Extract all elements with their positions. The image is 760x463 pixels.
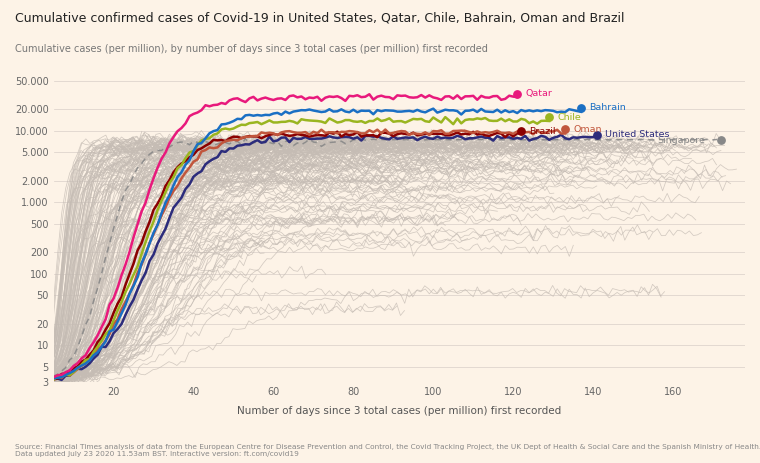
Point [591, 131, 603, 138]
Point [543, 113, 556, 121]
Point [515, 128, 527, 135]
Text: Qatar: Qatar [525, 89, 552, 98]
Text: Oman: Oman [573, 125, 602, 134]
Text: Singapore: Singapore [657, 136, 705, 145]
Text: Cumulative confirmed cases of Covid-19 in United States, Qatar, Chile, Bahrain, : Cumulative confirmed cases of Covid-19 i… [15, 12, 625, 25]
Text: Bahrain: Bahrain [589, 103, 626, 112]
Text: Chile: Chile [557, 113, 581, 122]
Point [511, 90, 524, 97]
Point [715, 136, 727, 144]
X-axis label: Number of days since 3 total cases (per million) first recorded: Number of days since 3 total cases (per … [237, 406, 562, 416]
Text: United States: United States [605, 130, 670, 139]
Text: Source: Financial Times analysis of data from the European Centre for Disease Pr: Source: Financial Times analysis of data… [15, 444, 760, 457]
Text: Brazil: Brazil [529, 127, 556, 136]
Point [559, 125, 572, 133]
Text: Cumulative cases (per million), by number of days since 3 total cases (per milli: Cumulative cases (per million), by numbe… [15, 44, 488, 54]
Point [575, 104, 587, 112]
